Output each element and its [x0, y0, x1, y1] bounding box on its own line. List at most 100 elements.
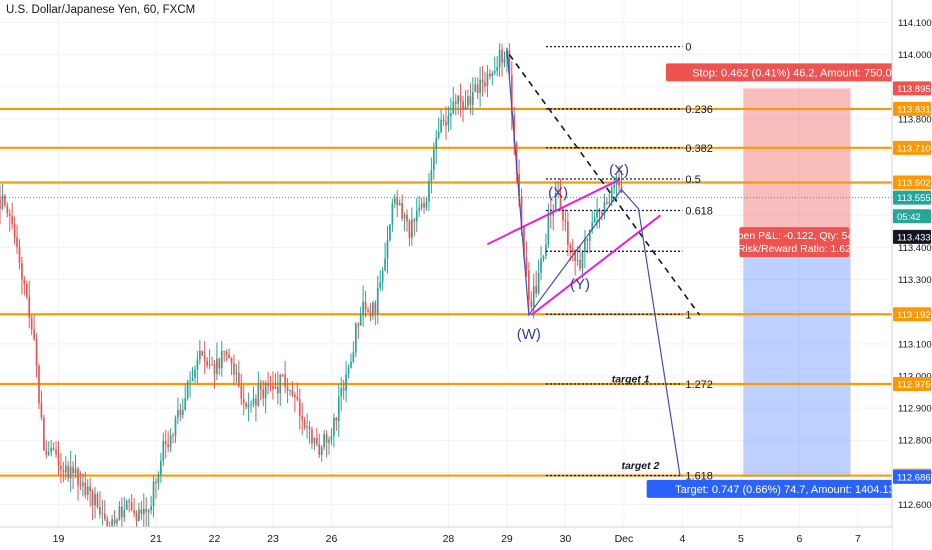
candle-body [113, 519, 116, 524]
candle-body [320, 447, 323, 455]
candle-body [96, 494, 99, 508]
candle-body [354, 324, 357, 353]
price-tag-label: 112.975 [897, 380, 931, 391]
candle-body [384, 258, 386, 271]
candle-body [462, 101, 464, 110]
candle-body [179, 410, 182, 415]
price-tag-bg [893, 101, 931, 116]
candle-body [162, 440, 165, 462]
candle-body [306, 426, 308, 428]
candle-body [50, 448, 53, 453]
candle-body [484, 82, 486, 87]
chart-title: U.S. Dollar/Japanese Yen, 60, FXCM [6, 4, 196, 16]
candle-body [398, 202, 401, 206]
candle-body [432, 149, 435, 171]
candle-body [159, 461, 162, 475]
candle-body [508, 50, 511, 75]
candle-body [28, 296, 31, 318]
candle-body [610, 187, 613, 203]
candle-body [47, 452, 50, 455]
y-tick-label: 114.000 [898, 50, 932, 61]
candle-body [194, 369, 196, 378]
candle-body [525, 257, 528, 271]
candle-body [64, 465, 67, 473]
candle-body [296, 396, 299, 400]
candle-body [372, 302, 374, 317]
x-tick-label: 6 [796, 533, 802, 545]
price-tag-bg [893, 140, 931, 155]
candle-body [323, 434, 325, 448]
candle-body [174, 417, 177, 436]
candle-body [530, 300, 533, 308]
candle-body [25, 284, 28, 297]
target-amount-label-bg [646, 479, 924, 498]
candle-body [6, 205, 9, 214]
target-amount-label: Target: 0.747 (0.66%) 74.7, Amount: 1404… [646, 479, 924, 498]
candle-body [537, 272, 540, 294]
candle-body [476, 84, 479, 94]
candle-body [379, 282, 382, 288]
candle-body [257, 384, 260, 406]
candle-body [413, 219, 416, 222]
candle-body [457, 95, 460, 104]
candle-body [177, 410, 179, 418]
candle-body [481, 79, 484, 83]
candle-body [140, 509, 143, 515]
x-tick-label: 5 [738, 533, 744, 545]
candle-body [30, 317, 33, 330]
fib-level-label: 1 [685, 309, 691, 321]
wave-label: (X) [609, 162, 629, 179]
candle-body [474, 84, 477, 92]
fib-level-label: 1.272 [685, 379, 713, 391]
candle-body [135, 513, 138, 522]
candle-body [101, 513, 104, 515]
candle-body [545, 244, 547, 257]
candle-body [435, 137, 438, 150]
candle-body [401, 202, 403, 219]
candle-body [308, 426, 311, 430]
fib-level-label: 1.618 [685, 471, 713, 483]
price-tag-bg [893, 175, 931, 190]
fib-level-label: 0 [685, 42, 691, 54]
candle-body [369, 312, 372, 317]
candle-body [330, 436, 333, 440]
candle-body [425, 201, 428, 208]
candle-body [445, 121, 447, 126]
candle-body [486, 73, 489, 87]
x-tick-label: 4 [679, 533, 685, 545]
candle-body [579, 259, 581, 269]
candle-body [121, 506, 123, 518]
price-tag-bg [893, 307, 931, 322]
candle-body [191, 377, 194, 381]
candle-layer [0, 43, 623, 544]
candle-body [16, 237, 18, 248]
candle-body [106, 518, 109, 530]
candle-body [250, 403, 252, 406]
candle-body [510, 74, 513, 116]
candle-body [337, 396, 340, 421]
candle-body [116, 519, 118, 524]
x-tick-label: 28 [443, 533, 455, 545]
candle-body [0, 199, 1, 209]
candle-body [362, 301, 364, 316]
candle-body [352, 352, 355, 362]
candle-body [267, 382, 269, 386]
candle-body [247, 405, 250, 407]
candle-body [403, 214, 406, 219]
candle-body [86, 486, 89, 496]
target-label: target 1 [612, 373, 650, 385]
candle-body [471, 91, 474, 105]
candle-body [347, 367, 350, 375]
candle-body [469, 96, 472, 105]
candle-body [128, 500, 131, 503]
candle-body [84, 482, 87, 496]
candle-body [381, 270, 384, 283]
candle-body [391, 203, 394, 225]
candle-body [79, 485, 82, 487]
candle-body [386, 240, 389, 259]
candle-body [225, 351, 228, 355]
candle-body [593, 217, 596, 223]
candle-body [150, 505, 152, 511]
